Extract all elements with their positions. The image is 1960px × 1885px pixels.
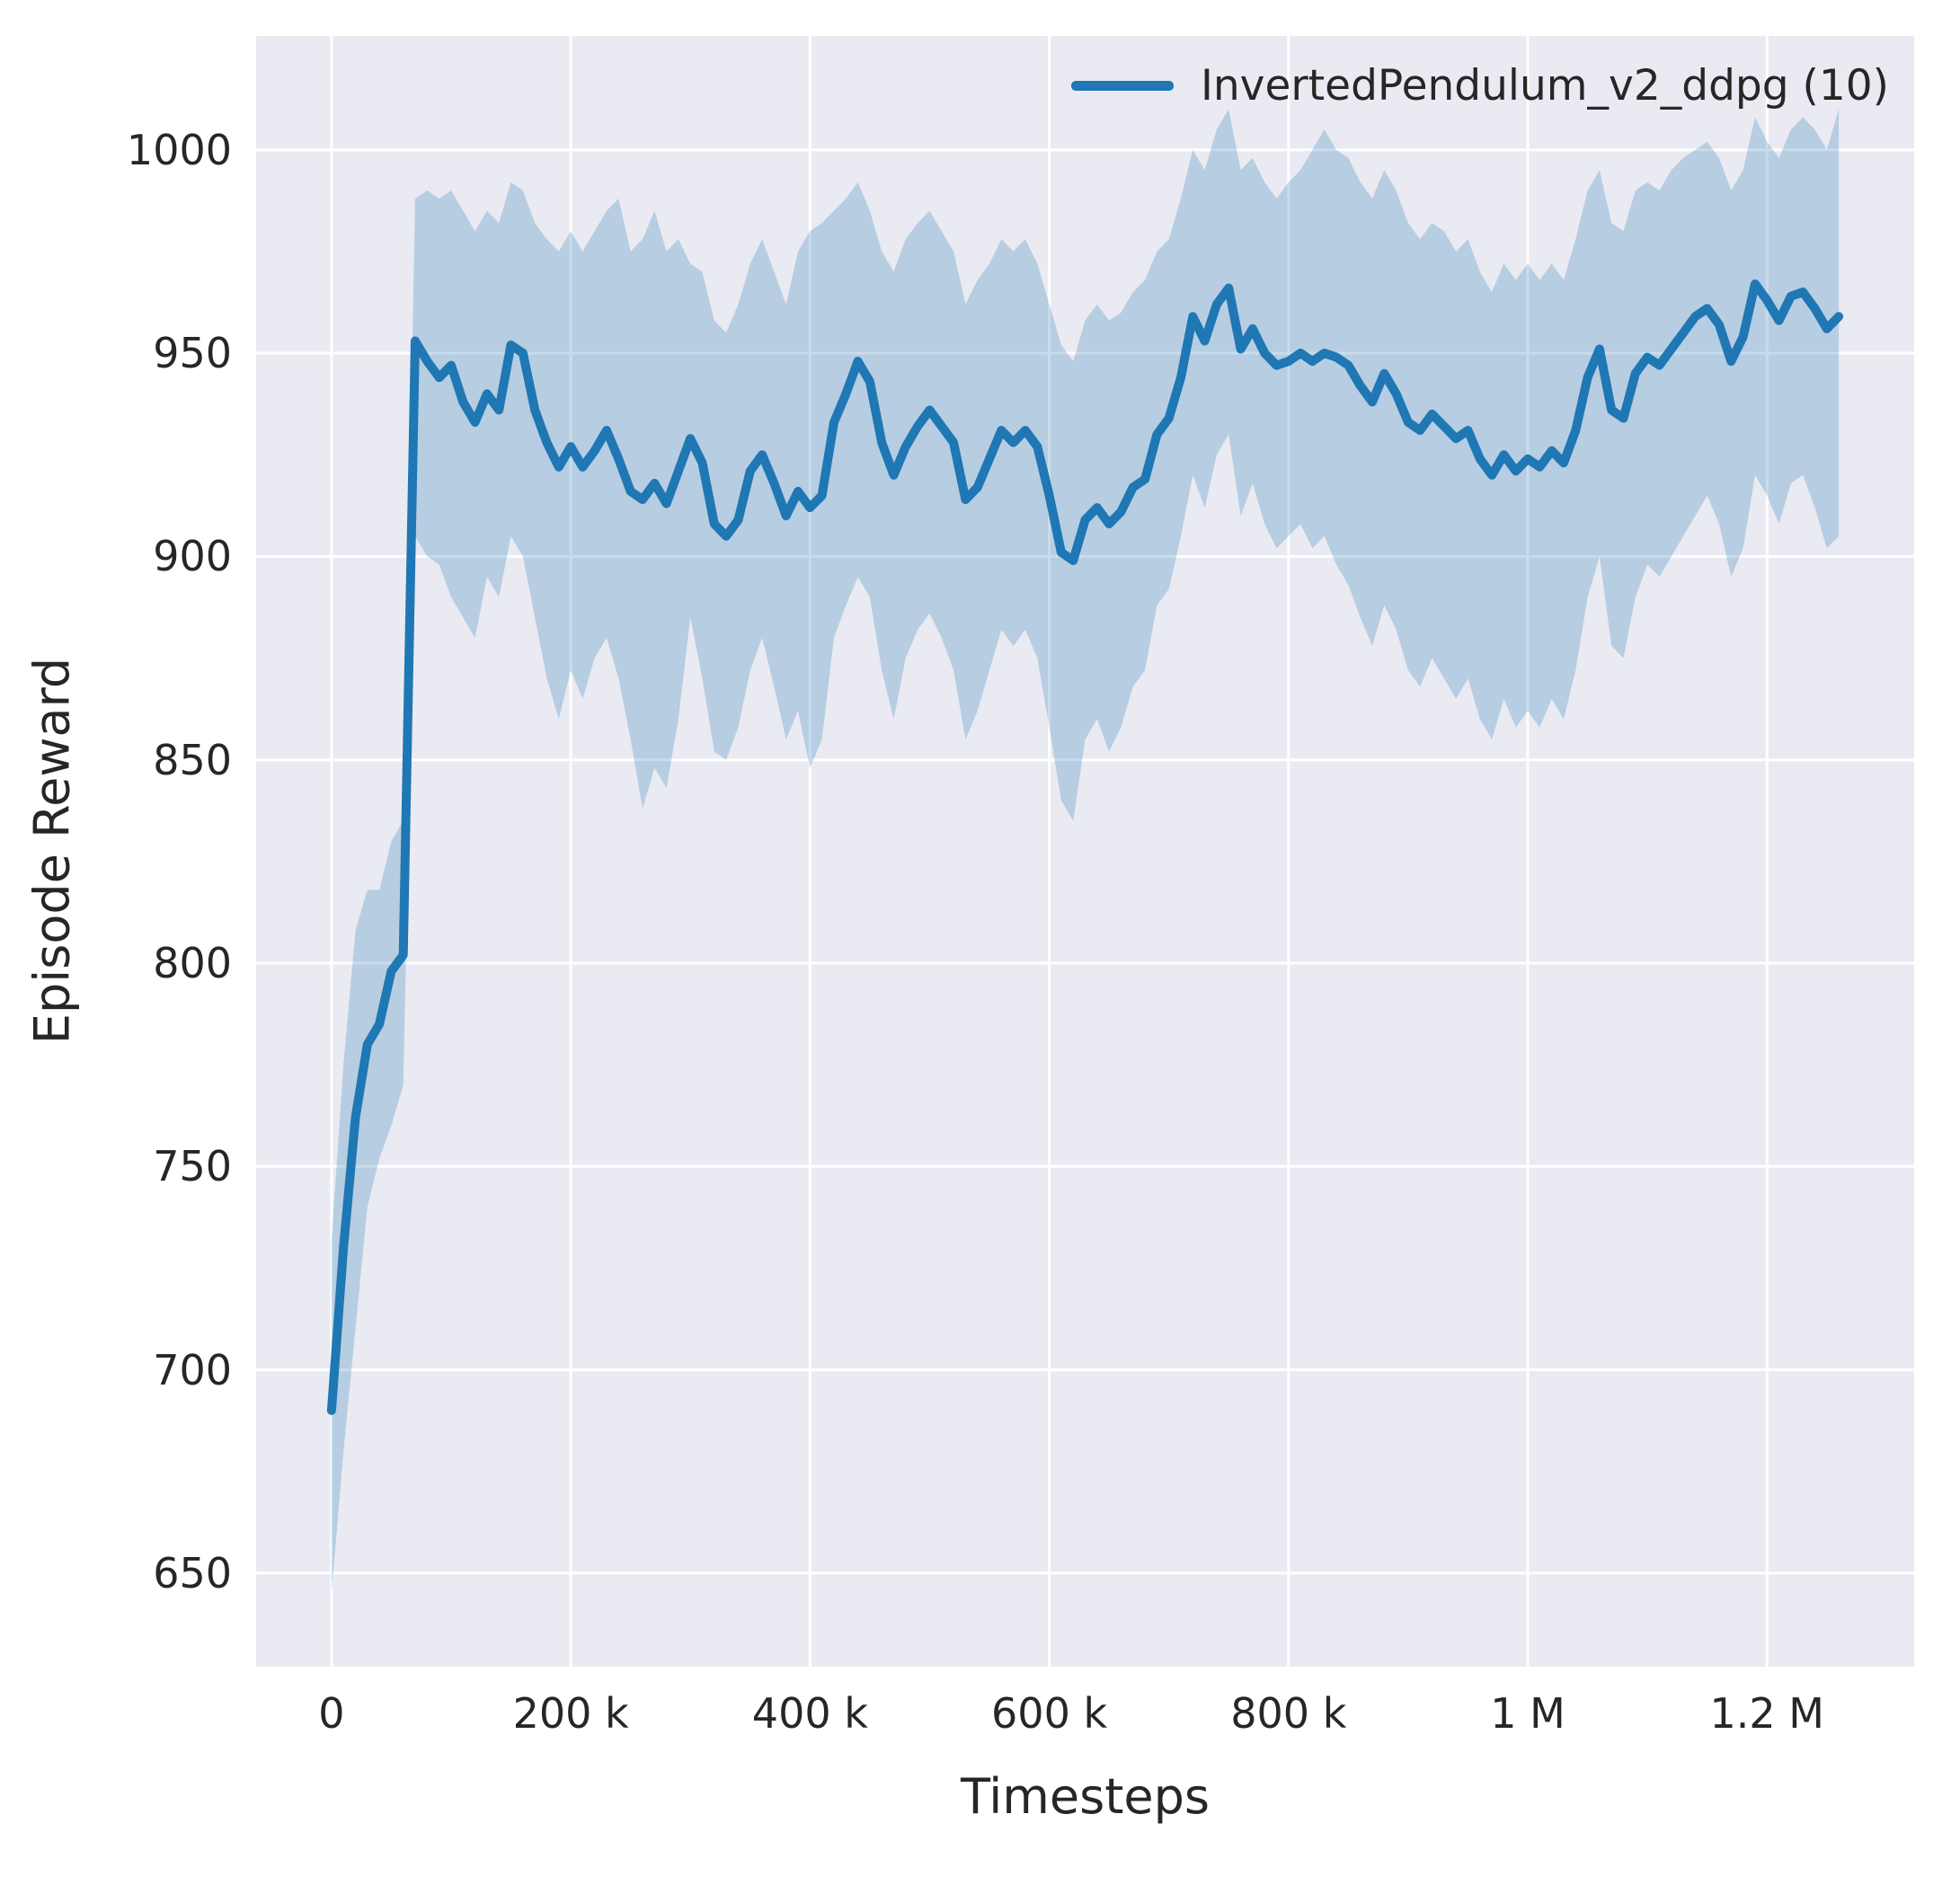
x-tick-label: 1.2 M [1709,1689,1824,1738]
mean-line [326,279,1844,1415]
x-tick-label: 600 k [991,1689,1108,1738]
y-axis-label: Episode Reward [23,657,81,1045]
legend-line-swatch [1071,81,1175,91]
legend: InvertedPendulum_v2_ddpg (10) [1071,61,1889,111]
chart-canvas [256,36,1914,1667]
y-tick-label: 900 [153,532,232,581]
plot-area: InvertedPendulum_v2_ddpg (10) [256,36,1914,1667]
y-tick-label: 1000 [126,125,232,174]
y-tick-label: 750 [153,1142,232,1191]
legend-label: InvertedPendulum_v2_ddpg (10) [1201,61,1889,111]
y-tick-label: 950 [153,329,232,378]
x-tick-label: 0 [318,1689,345,1738]
y-tick-label: 650 [153,1548,232,1597]
x-axis-label: Timesteps [960,1768,1211,1825]
x-tick-label: 1 M [1490,1689,1565,1738]
x-tick-label: 200 k [512,1689,629,1738]
y-tick-label: 700 [153,1345,232,1394]
x-tick-label: 800 k [1230,1689,1347,1738]
x-tick-label: 400 k [751,1689,868,1738]
